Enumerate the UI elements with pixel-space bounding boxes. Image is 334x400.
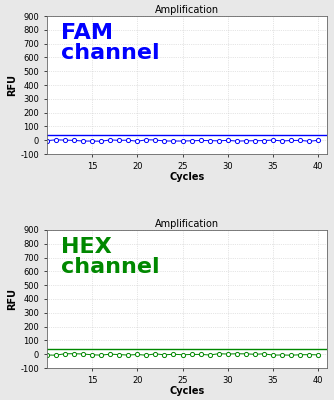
Title: Amplification: Amplification <box>155 5 219 15</box>
Y-axis label: RFU: RFU <box>8 74 18 96</box>
Text: HEX
channel: HEX channel <box>61 237 159 277</box>
Y-axis label: RFU: RFU <box>8 288 18 310</box>
Title: Amplification: Amplification <box>155 219 219 229</box>
Text: FAM
channel: FAM channel <box>61 23 159 63</box>
X-axis label: Cycles: Cycles <box>169 172 205 182</box>
X-axis label: Cycles: Cycles <box>169 386 205 396</box>
